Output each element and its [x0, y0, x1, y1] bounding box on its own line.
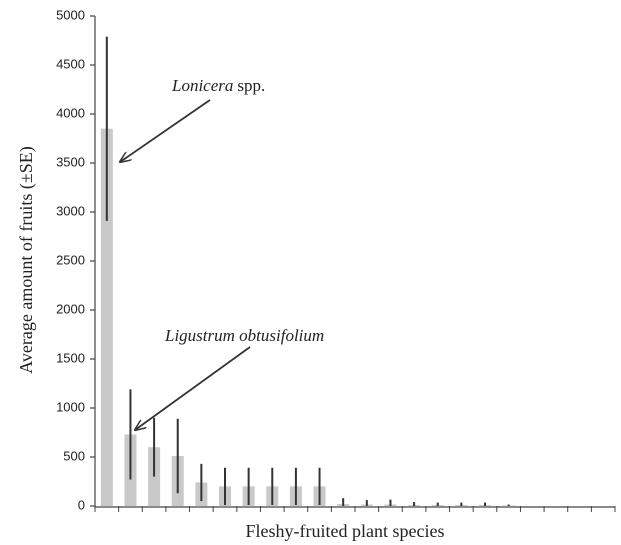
annotation: Lonicera spp.	[171, 76, 265, 95]
x-axis-label: Fleshy-fruited plant species	[246, 521, 445, 541]
y-tick-label: 4500	[56, 56, 85, 71]
annotation-arrow	[135, 346, 251, 430]
y-tick-label: 5000	[56, 7, 85, 22]
y-axis-label: Average amount of fruits (±SE)	[16, 146, 37, 373]
y-tick-label: 500	[63, 448, 85, 463]
annotation: Ligustrum obtusifolium	[164, 326, 324, 345]
y-tick-label: 1000	[56, 399, 85, 414]
bar	[100, 128, 113, 506]
y-tick-label: 4000	[56, 105, 85, 120]
annotation-text: spp.	[237, 76, 265, 95]
y-tick-label: 2000	[56, 301, 85, 316]
annotation-arrow	[120, 99, 211, 162]
annotation-text: Lonicera	[171, 76, 233, 95]
y-tick-label: 1500	[56, 350, 85, 365]
y-tick-label: 2500	[56, 252, 85, 267]
y-tick-label: 3000	[56, 203, 85, 218]
y-tick-label: 0	[78, 497, 85, 512]
annotation-text: Ligustrum obtusifolium	[164, 326, 324, 345]
y-tick-label: 3500	[56, 154, 85, 169]
